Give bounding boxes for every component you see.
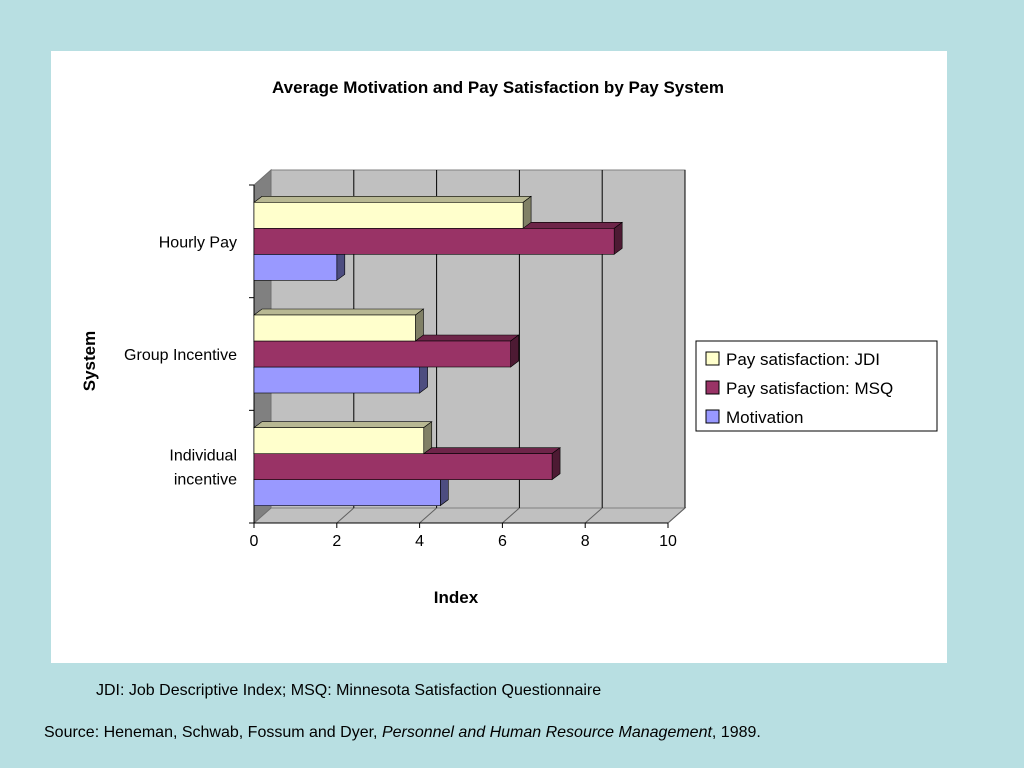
plot-floor — [252, 507, 687, 524]
bar-end-face — [510, 334, 519, 368]
gridline-floor — [419, 507, 437, 524]
category-label: Hourly Pay — [159, 234, 237, 251]
category-label: Group Incentive — [124, 347, 237, 364]
gridline-floor — [584, 507, 603, 524]
x-tick-label: 10 — [659, 533, 677, 550]
bar-end-face — [522, 195, 532, 229]
legend-swatch — [705, 351, 720, 366]
x-tick-label: 8 — [581, 533, 590, 550]
legend-label: Pay satisfaction: JDI — [726, 350, 880, 369]
bar — [253, 473, 450, 507]
footnote: JDI: Job Descriptive Index; MSQ: Minneso… — [96, 682, 602, 699]
bar-front-face — [253, 314, 416, 342]
bar-front-face — [253, 453, 553, 480]
chart-svg: Average Motivation and Pay Satisfaction … — [80, 78, 938, 607]
bar-front-face — [253, 479, 441, 506]
bar-front-face — [253, 202, 524, 229]
plot-area: 0 2 4 6 8 10 Hourly Pay Group Incentive Individu… — [124, 168, 687, 550]
source-suffix: , 1989. — [711, 724, 761, 741]
x-tick-label: 4 — [415, 533, 424, 550]
bar-end-face — [613, 221, 623, 255]
chart-panel: Average Motivation and Pay Satisfaction … — [51, 51, 947, 663]
y-axis-label: System — [80, 331, 99, 391]
bar — [253, 195, 533, 229]
bar-end-face — [415, 308, 424, 342]
bar — [253, 308, 425, 342]
legend-swatch — [705, 380, 720, 395]
bar-end-face — [423, 421, 433, 455]
gridline-floor — [502, 507, 520, 524]
chart-title: Average Motivation and Pay Satisfaction … — [272, 78, 724, 97]
bar-front-face — [253, 366, 420, 394]
bar-top-face — [253, 196, 533, 203]
legend-label: Pay satisfaction: MSQ — [726, 379, 893, 398]
legend-swatch — [705, 409, 720, 424]
bar-top-face — [253, 308, 425, 316]
source-prefix: Source: Heneman, Schwab, Fossum and Dyer… — [44, 724, 382, 741]
gridline-floor — [667, 507, 686, 524]
bar-end-face — [551, 447, 561, 481]
bar-front-face — [253, 340, 511, 368]
gridline-floor — [336, 507, 355, 524]
bar-front-face — [253, 427, 425, 454]
category-label: incentive — [174, 472, 237, 489]
x-tick-label: 0 — [250, 533, 259, 550]
bar-front-face — [253, 228, 615, 255]
x-tick-label: 6 — [498, 533, 507, 550]
bar-top-face — [253, 421, 433, 428]
source-citation: Source: Heneman, Schwab, Fossum and Dyer… — [44, 724, 761, 742]
x-axis-label: Index — [434, 588, 479, 607]
legend: Pay satisfaction: JDI Pay satisfaction: M… — [695, 340, 938, 432]
legend-label: Motivation — [726, 408, 803, 427]
legend-box — [695, 340, 938, 432]
bar-front-face — [253, 254, 338, 281]
x-tick-label: 2 — [332, 533, 341, 550]
source-book-title: Personnel and Human Resource Management — [381, 724, 712, 741]
bar — [253, 421, 433, 455]
category-label: Individual — [169, 448, 237, 465]
